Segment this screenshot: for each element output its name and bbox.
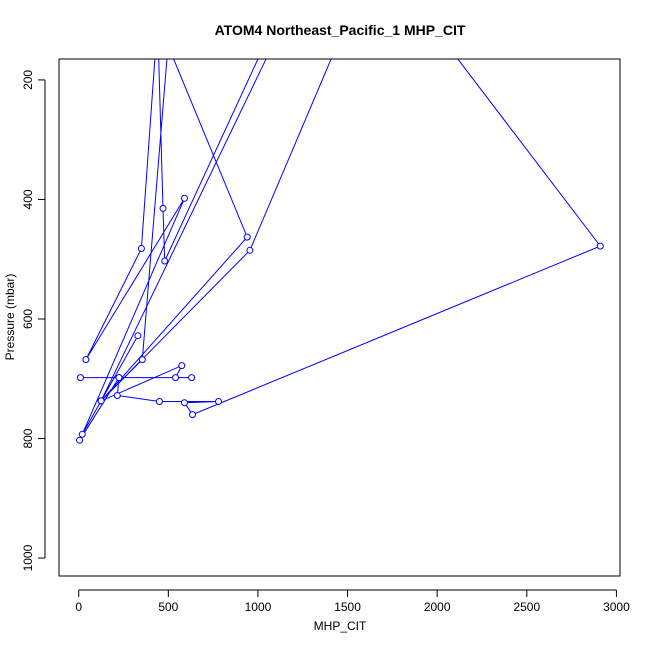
y-axis-label: Pressure (mbar)	[3, 274, 17, 361]
data-point	[82, 356, 90, 364]
data-point	[78, 430, 86, 438]
series-layer	[76, 59, 604, 444]
data-point	[138, 356, 146, 364]
x-tick-label: 2500	[513, 600, 540, 614]
x-tick-label: 1000	[245, 600, 272, 614]
data-point	[243, 233, 251, 241]
x-tick-label: 3000	[603, 600, 630, 614]
y-tick-label: 200	[21, 70, 35, 90]
x-tick-label: 500	[158, 600, 178, 614]
data-point	[159, 204, 167, 212]
data-point	[137, 245, 145, 252]
x-tick-label: 1500	[334, 600, 361, 614]
data-point	[77, 374, 84, 382]
data-point	[181, 194, 188, 202]
y-tick-label: 800	[21, 428, 35, 448]
data-point	[188, 374, 196, 382]
data-point	[596, 242, 604, 250]
plot-frame	[58, 58, 621, 577]
y-tick-label: 600	[21, 309, 35, 329]
data-point	[161, 257, 169, 265]
data-point	[189, 411, 196, 419]
data-point	[115, 374, 123, 382]
x-tick-label: 0	[75, 600, 82, 614]
data-point	[215, 398, 222, 405]
data-point	[172, 374, 179, 382]
series-line	[79, 59, 602, 441]
x-tick-label: 2000	[424, 600, 451, 614]
data-point	[178, 362, 186, 370]
data-point	[76, 436, 84, 444]
data-point	[181, 399, 188, 407]
y-tick-label: 1000	[21, 544, 35, 571]
data-point	[113, 392, 121, 399]
data-point	[97, 397, 105, 405]
data-point	[246, 246, 254, 254]
axes: 0 500 1000 1500 2000 2500 3000 200 400 600 800 1000	[21, 70, 630, 614]
chart-title: ATOM4 Northeast_Pacific_1 MHP_CIT	[215, 22, 466, 38]
x-axis-label: MHP_CIT	[314, 619, 367, 633]
data-point	[134, 332, 142, 340]
y-tick-label: 400	[21, 189, 35, 209]
data-point	[155, 398, 163, 405]
